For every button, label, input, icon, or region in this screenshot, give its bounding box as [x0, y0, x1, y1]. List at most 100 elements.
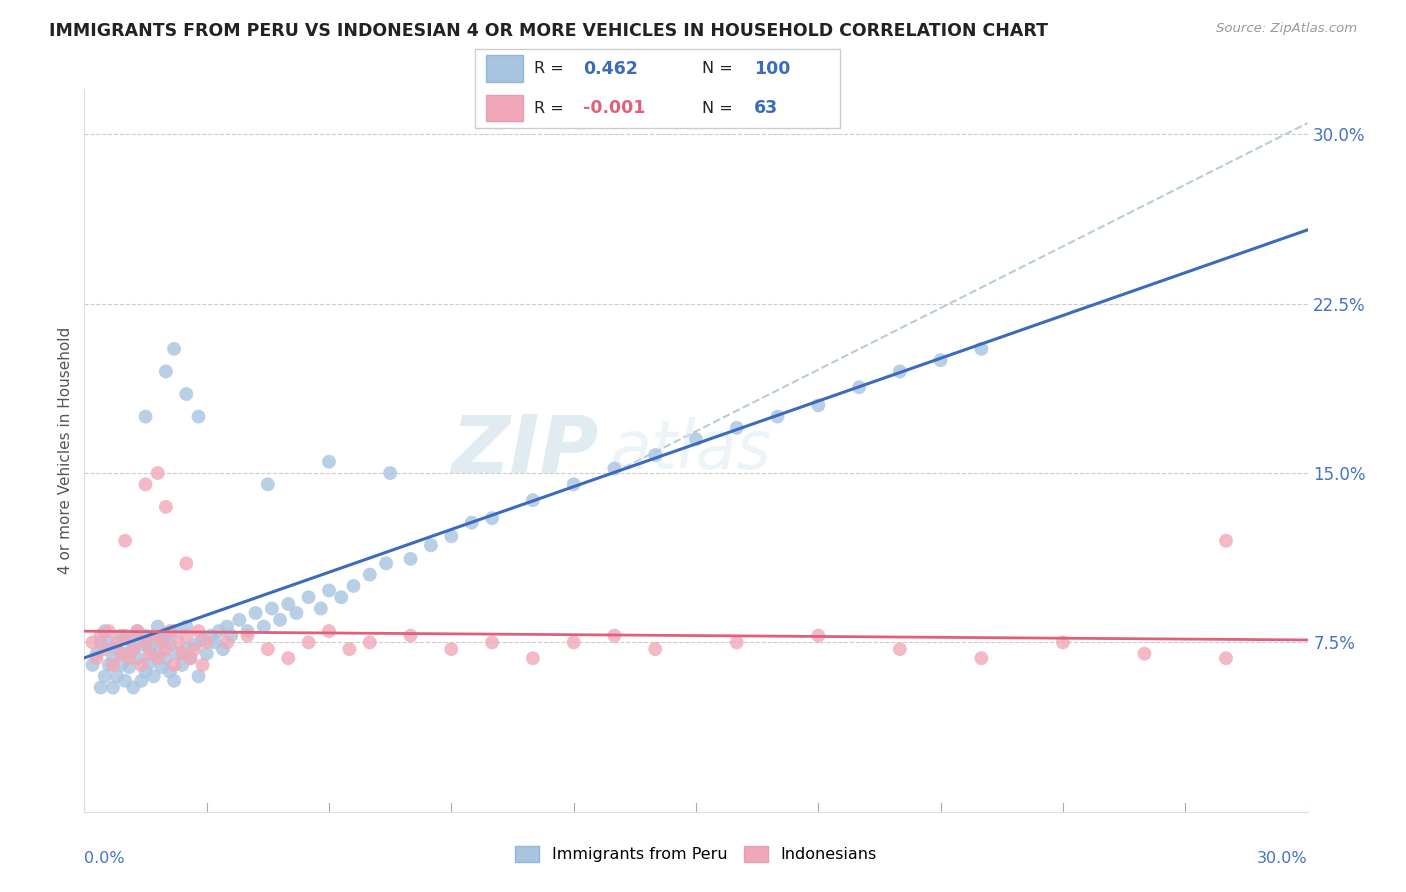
Point: [138, 656, 160, 670]
Point: [440, 529, 463, 543]
Point: [93, 669, 115, 683]
Point: [257, 477, 280, 491]
Point: [101, 681, 124, 695]
Point: [86, 651, 108, 665]
Point: [522, 493, 544, 508]
Point: [461, 516, 484, 530]
Point: [318, 583, 340, 598]
Point: [603, 461, 626, 475]
Point: [114, 533, 136, 548]
Point: [217, 635, 239, 649]
Text: 63: 63: [754, 99, 779, 117]
Point: [1215, 651, 1237, 665]
Point: [174, 619, 197, 633]
Point: [146, 647, 169, 661]
Point: [766, 409, 789, 424]
Point: [269, 613, 291, 627]
Point: [127, 624, 149, 639]
Point: [309, 601, 332, 615]
Point: [97, 624, 120, 639]
Point: [212, 642, 235, 657]
Point: [929, 353, 952, 368]
Point: [420, 538, 443, 552]
Point: [522, 651, 544, 665]
Text: ZIP: ZIP: [451, 411, 598, 490]
Point: [86, 647, 108, 661]
Point: [101, 657, 124, 672]
Point: [122, 642, 145, 657]
Point: [114, 673, 136, 688]
Point: [114, 629, 136, 643]
Point: [195, 635, 218, 649]
Point: [142, 669, 165, 683]
Point: [159, 665, 181, 679]
Point: [159, 638, 181, 652]
Point: [155, 500, 177, 514]
Point: [187, 409, 209, 424]
Point: [101, 651, 124, 665]
Point: [183, 642, 205, 657]
Point: [889, 642, 911, 657]
Point: [142, 629, 165, 643]
Point: [118, 660, 141, 674]
Point: [298, 635, 321, 649]
Text: N =: N =: [702, 62, 733, 76]
Point: [298, 591, 321, 605]
Point: [150, 633, 173, 648]
Point: [163, 657, 186, 672]
Point: [105, 669, 128, 683]
Point: [562, 635, 585, 649]
Point: [90, 629, 112, 643]
Point: [118, 651, 141, 665]
Point: [330, 591, 353, 605]
Point: [135, 635, 157, 649]
Point: [146, 651, 169, 665]
Point: [127, 651, 149, 665]
Point: [236, 629, 259, 643]
Point: [114, 647, 136, 661]
Point: [807, 398, 830, 412]
Point: [131, 638, 153, 652]
Text: 30.0%: 30.0%: [1257, 852, 1308, 866]
Point: [219, 629, 242, 643]
Point: [253, 619, 276, 633]
Point: [142, 633, 165, 648]
Point: [187, 669, 209, 683]
Point: [342, 579, 364, 593]
Point: [135, 629, 157, 643]
Point: [191, 657, 214, 672]
Point: [90, 635, 112, 649]
Point: [131, 657, 153, 672]
Point: [228, 613, 250, 627]
Point: [135, 477, 157, 491]
Point: [135, 665, 157, 679]
Point: [217, 619, 239, 633]
Text: 0.0%: 0.0%: [84, 852, 125, 866]
Point: [245, 606, 267, 620]
Point: [285, 606, 308, 620]
Point: [1215, 533, 1237, 548]
Point: [105, 635, 128, 649]
Point: [155, 642, 177, 657]
Point: [318, 455, 340, 469]
Legend: Immigrants from Peru, Indonesians: Immigrants from Peru, Indonesians: [509, 839, 883, 869]
Point: [155, 364, 177, 378]
Point: [257, 642, 280, 657]
Point: [127, 624, 149, 639]
Point: [90, 681, 112, 695]
Point: [1133, 647, 1156, 661]
Point: [150, 660, 173, 674]
Point: [131, 673, 153, 688]
Point: [970, 342, 993, 356]
Point: [172, 657, 194, 672]
Point: [889, 364, 911, 378]
Point: [82, 657, 104, 672]
Point: [359, 635, 381, 649]
Point: [204, 635, 226, 649]
Text: -0.001: -0.001: [583, 99, 645, 117]
Point: [110, 657, 132, 672]
Text: R =: R =: [534, 62, 564, 76]
Point: [163, 342, 186, 356]
Point: [339, 642, 361, 657]
Point: [208, 624, 231, 639]
